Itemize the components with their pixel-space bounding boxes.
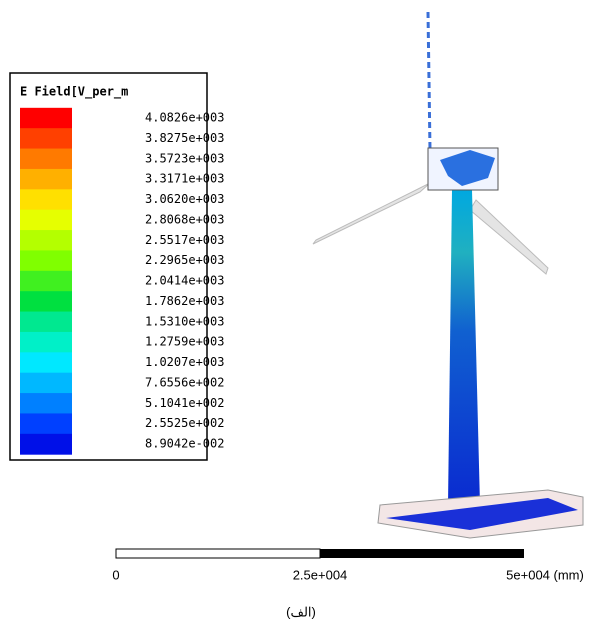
legend-label: 1.2759e+003	[145, 335, 224, 349]
scale-label: 2.5e+004	[293, 567, 348, 582]
legend-label: 2.5517e+003	[145, 233, 224, 247]
legend-swatch	[20, 352, 72, 373]
page: E Field[V_per_m 4.0826e+003 3.8275e+003 3.…	[0, 0, 602, 627]
scale-label: 0	[112, 567, 119, 582]
legend-label: 3.0620e+003	[145, 192, 224, 206]
caption: (الف)	[286, 604, 316, 619]
legend-swatch	[20, 373, 72, 394]
legend-swatch	[20, 271, 72, 292]
legend-label: 1.5310e+003	[145, 314, 224, 328]
legend-swatch	[20, 312, 72, 333]
legend-swatch	[20, 393, 72, 414]
legend-label: 4.0826e+003	[145, 111, 224, 125]
legend-title: E Field[V_per_m	[20, 85, 128, 100]
legend-label: 1.0207e+003	[145, 355, 224, 369]
legend-label: 2.5525e+002	[145, 416, 224, 430]
scale-label: 5e+004 (mm)	[506, 567, 584, 582]
legend-swatch	[20, 169, 72, 190]
legend-swatch	[20, 413, 72, 434]
legend-label: 5.1041e+002	[145, 396, 224, 410]
legend-swatch	[20, 230, 72, 251]
legend-label: 2.0414e+003	[145, 274, 224, 288]
legend-swatch	[20, 332, 72, 353]
legend-swatch	[20, 434, 72, 455]
scale-bar-white	[116, 549, 320, 558]
figure: E Field[V_per_m 4.0826e+003 3.8275e+003 3.…	[0, 0, 602, 627]
legend-label: 8.9042e-002	[145, 437, 224, 451]
legend-label: 2.8068e+003	[145, 212, 224, 226]
legend-swatch	[20, 189, 72, 210]
legend-swatch	[20, 149, 72, 170]
legend-swatch	[20, 210, 72, 231]
scale-bar-black	[320, 549, 524, 558]
legend-swatch	[20, 250, 72, 271]
legend-swatch	[20, 128, 72, 149]
legend-label: 3.8275e+003	[145, 131, 224, 145]
legend-label: 7.6556e+002	[145, 375, 224, 389]
blade-left	[313, 183, 430, 244]
legend-swatch	[20, 291, 72, 312]
legend-label: 3.3171e+003	[145, 172, 224, 186]
blade-top	[428, 12, 430, 150]
legend-label: 1.7862e+003	[145, 294, 224, 308]
legend-swatch	[20, 108, 72, 129]
legend-label: 3.5723e+003	[145, 151, 224, 165]
tower	[448, 190, 480, 505]
legend-label: 2.2965e+003	[145, 253, 224, 267]
blade-right	[470, 200, 548, 274]
turbine	[313, 12, 583, 538]
